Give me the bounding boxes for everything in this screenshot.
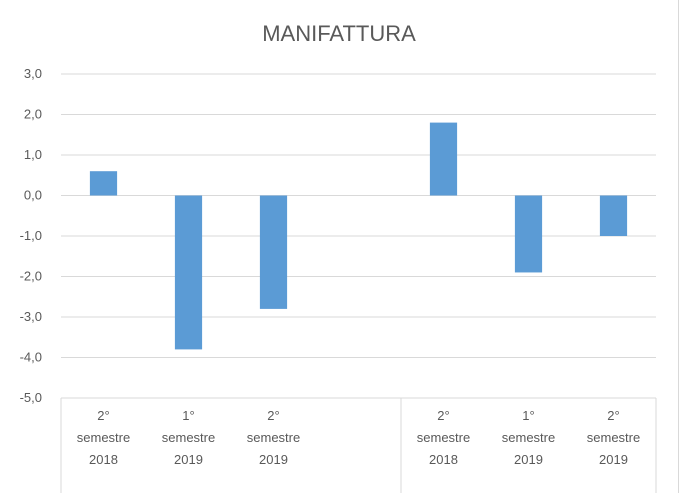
x-tick-label: semestre <box>77 430 130 445</box>
x-tick-label: semestre <box>587 430 640 445</box>
y-tick-label: -4,0 <box>20 350 42 365</box>
x-tick-label: 2019 <box>174 452 203 467</box>
chart-title: MANIFATTURA <box>262 21 416 46</box>
bar-chart: MANIFATTURA 3,0 2,0 1,0 0,0 -1,0 -2,0 -3,0 -4,0… <box>20 21 657 493</box>
bars <box>89 122 628 350</box>
y-tick-label: -1,0 <box>20 228 42 243</box>
x-tick-label: semestre <box>417 430 470 445</box>
bar <box>429 122 458 196</box>
y-tick-label: 2,0 <box>24 107 42 122</box>
bar <box>89 171 118 196</box>
x-tick-label: semestre <box>247 430 300 445</box>
x-tick-label: semestre <box>162 430 215 445</box>
y-tick-label: -3,0 <box>20 309 42 324</box>
y-axis-tick-labels: 3,0 2,0 1,0 0,0 -1,0 -2,0 -3,0 -4,0 -5,0 <box>20 66 42 405</box>
gridlines <box>61 73 656 358</box>
bar <box>259 195 288 309</box>
x-tick-label: 2019 <box>599 452 628 467</box>
x-tick-label: 2018 <box>429 452 458 467</box>
x-tick-label: semestre <box>502 430 555 445</box>
x-tick-label: 2019 <box>259 452 288 467</box>
bar <box>174 195 203 350</box>
x-tick-label: 2° <box>267 408 279 423</box>
chart-area: MANIFATTURA 3,0 2,0 1,0 0,0 -1,0 -2,0 -3,0 -4,0… <box>19 0 679 493</box>
y-tick-label: -5,0 <box>20 390 42 405</box>
x-tick-label: 1° <box>522 408 534 423</box>
bar <box>514 195 543 273</box>
y-tick-label: 1,0 <box>24 147 42 162</box>
x-tick-label: 2° <box>437 408 449 423</box>
x-tick-label: 2° <box>97 408 109 423</box>
y-tick-label: 0,0 <box>24 188 42 203</box>
x-axis: 2° semestre 2018 1° semestre 2019 2° semestre 20… <box>60 397 657 493</box>
x-tick-label: 1° <box>182 408 194 423</box>
x-tick-label: 2019 <box>514 452 543 467</box>
bar <box>599 195 628 236</box>
x-tick-label: 2° <box>607 408 619 423</box>
y-tick-label: -2,0 <box>20 269 42 284</box>
y-tick-label: 3,0 <box>24 66 42 81</box>
x-tick-label: 2018 <box>89 452 118 467</box>
